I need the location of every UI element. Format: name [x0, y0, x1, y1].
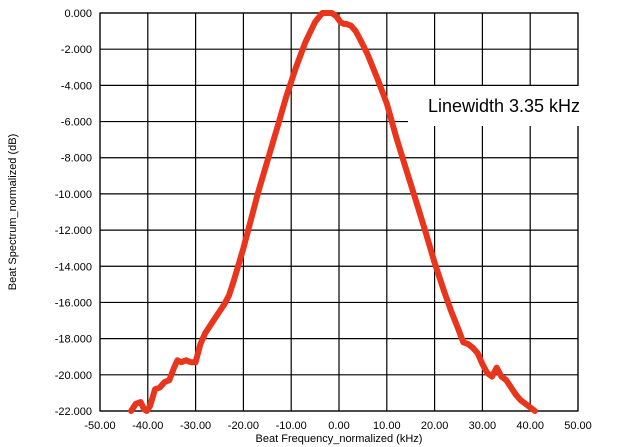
grid [99, 12, 579, 412]
x-tick-label: -50.00 [84, 420, 115, 432]
y-tick-label: -10.000 [55, 189, 92, 201]
y-tick-label: -22.000 [55, 406, 92, 418]
y-tick-label: -12.000 [55, 225, 92, 237]
x-tick-label: -20.00 [228, 420, 259, 432]
annotation-box [408, 86, 600, 126]
x-tick-label: 20.00 [421, 420, 449, 432]
series-line [128, 10, 538, 414]
x-axis-label: Beat Frequency_normalized (kHz) [256, 433, 423, 445]
y-tick-label: -14.000 [55, 261, 92, 273]
x-tick-label: 30.00 [469, 420, 497, 432]
y-tick-label: -16.000 [55, 297, 92, 309]
y-axis-label: Beat Spectrum_normalized (dB) [7, 134, 19, 291]
y-tick-label: -20.000 [55, 370, 92, 382]
x-axis: -50.00 -40.00 -30.00 -20.00 -10.00 0.00 10.00 2… [84, 420, 591, 432]
y-tick-label: -18.000 [55, 334, 92, 346]
x-tick-label: 10.00 [373, 420, 401, 432]
x-tick-label: 0.00 [328, 420, 349, 432]
x-tick-label: -30.00 [180, 420, 211, 432]
y-tick-label: -8.000 [61, 153, 92, 165]
y-tick-label: -2.000 [61, 44, 92, 56]
y-tick-label: -4.000 [61, 80, 92, 92]
x-tick-label: -40.00 [132, 420, 163, 432]
y-tick-label: 0.000 [64, 8, 92, 20]
linewidth-annotation: Linewidth 3.35 kHz [428, 96, 580, 116]
x-tick-label: -10.00 [276, 420, 307, 432]
y-axis: 0.000 -2.000 -4.000 -6.000 -8.000 -10.000 -12.… [55, 8, 92, 418]
x-tick-label: 40.00 [516, 420, 544, 432]
y-tick-label: -6.000 [61, 117, 92, 129]
plot-frame [99, 12, 579, 412]
x-tick-label: 50.00 [564, 420, 592, 432]
